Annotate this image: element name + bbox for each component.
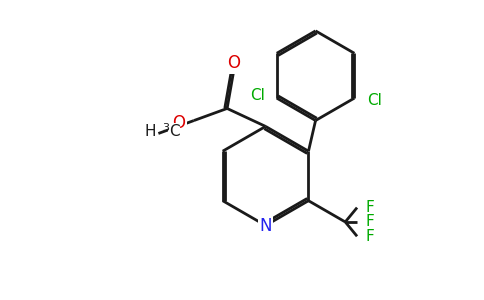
Text: O: O — [227, 54, 240, 72]
Text: Cl: Cl — [367, 93, 381, 108]
Text: C: C — [169, 124, 180, 139]
Text: H: H — [145, 124, 156, 139]
Text: O: O — [172, 114, 185, 132]
Text: N: N — [259, 218, 272, 236]
Text: F: F — [366, 214, 375, 230]
Text: Cl: Cl — [250, 88, 265, 103]
Text: F: F — [366, 200, 375, 215]
Text: 3: 3 — [162, 123, 169, 133]
Text: F: F — [366, 229, 375, 244]
